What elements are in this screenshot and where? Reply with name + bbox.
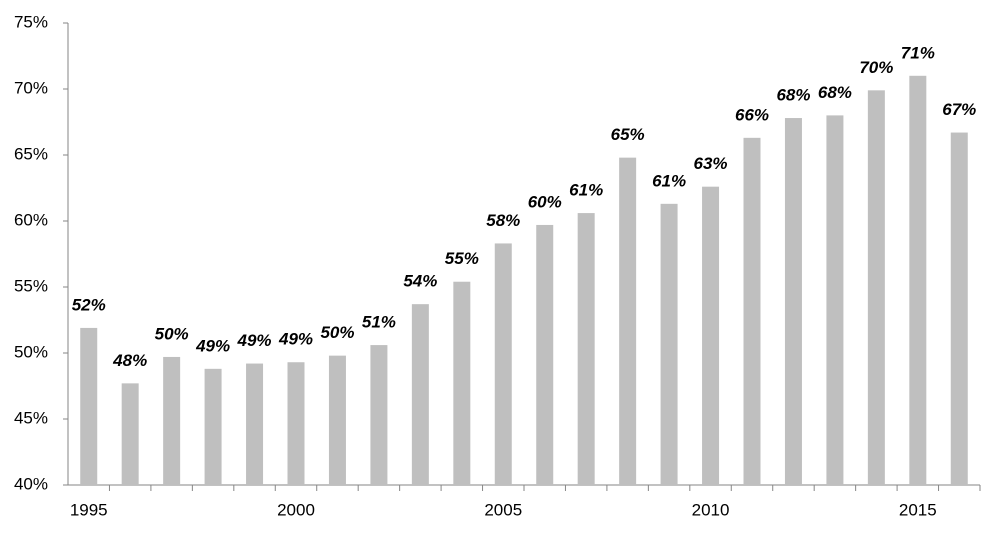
x-tick-label: 2010 [692, 500, 730, 519]
bar [826, 115, 844, 486]
value-label: 48% [112, 351, 147, 370]
bar [909, 75, 927, 486]
bar [577, 213, 595, 485]
bar [494, 243, 512, 485]
y-tick-label: 40% [14, 474, 48, 493]
bar [328, 355, 346, 485]
bar [743, 137, 761, 485]
value-label: 54% [403, 272, 437, 291]
value-label: 49% [195, 336, 230, 355]
y-tick-label: 70% [14, 78, 48, 97]
bar [536, 224, 554, 485]
value-label: 50% [155, 324, 189, 343]
x-tick-label: 2005 [484, 500, 522, 519]
bar [867, 90, 885, 485]
bar [411, 304, 429, 485]
value-label: 50% [320, 323, 354, 342]
value-label: 61% [652, 171, 686, 190]
value-label: 51% [362, 313, 396, 332]
bar [370, 345, 388, 485]
bar [204, 368, 222, 485]
value-label: 68% [818, 83, 852, 102]
bar [246, 363, 264, 485]
x-tick-label: 2015 [899, 500, 937, 519]
bar [702, 186, 720, 485]
bar [660, 203, 678, 485]
bar [453, 281, 471, 485]
bar [287, 362, 305, 485]
value-label: 52% [72, 295, 106, 314]
value-label: 71% [901, 43, 935, 62]
value-label: 68% [776, 86, 810, 105]
x-tick-label: 2000 [277, 500, 315, 519]
value-label: 66% [735, 105, 769, 124]
bar [784, 118, 802, 485]
y-tick-label: 45% [14, 408, 48, 427]
y-tick-label: 50% [14, 342, 48, 361]
value-label: 60% [528, 192, 562, 211]
value-label: 65% [611, 125, 645, 144]
value-label: 49% [278, 330, 313, 349]
value-label: 63% [694, 154, 728, 173]
value-label: 70% [859, 58, 893, 77]
bar [619, 157, 637, 485]
value-label: 55% [445, 249, 479, 268]
y-tick-label: 75% [14, 12, 48, 31]
y-tick-label: 65% [14, 144, 48, 163]
value-label: 61% [569, 181, 603, 200]
bar [80, 327, 98, 485]
bar [950, 132, 968, 485]
y-tick-label: 55% [14, 276, 48, 295]
bar [121, 383, 139, 485]
value-label: 67% [942, 100, 976, 119]
value-label: 58% [486, 211, 520, 230]
y-tick-label: 60% [14, 210, 48, 229]
bar [163, 356, 181, 485]
x-tick-label: 1995 [70, 500, 108, 519]
value-label: 49% [237, 331, 272, 350]
